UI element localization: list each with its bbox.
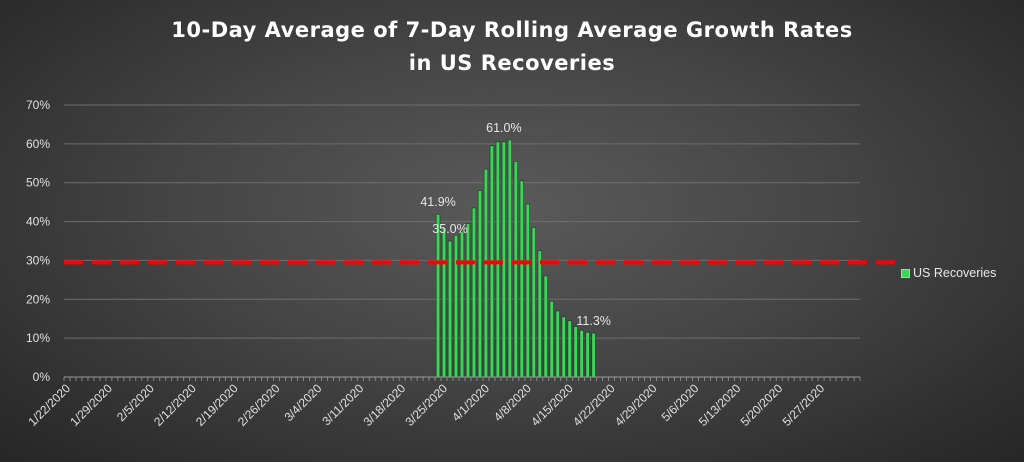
bar [549, 300, 554, 378]
x-tick-label: 3/11/2020 [319, 381, 366, 428]
x-tick-label: 3/18/2020 [361, 381, 409, 429]
x-tick-label: 4/8/2020 [491, 381, 534, 424]
bar [543, 275, 548, 378]
bar [555, 310, 560, 378]
bar [573, 326, 578, 378]
bar [483, 168, 489, 378]
y-tick-label: 50% [26, 176, 50, 190]
bar [531, 227, 536, 378]
x-tick-label: 2/5/2020 [114, 381, 157, 424]
x-tick-label: 5/20/2020 [738, 381, 786, 429]
legend: US Recoveries [901, 266, 996, 280]
bar [585, 332, 590, 378]
data-label: 61.0% [486, 121, 521, 135]
bar [579, 330, 584, 378]
bar [465, 223, 471, 378]
bar [519, 180, 525, 378]
x-tick-label: 3/4/2020 [282, 381, 325, 424]
x-tick-label: 5/27/2020 [780, 381, 828, 429]
bar [459, 230, 465, 378]
y-tick-label: 30% [26, 253, 50, 267]
x-tick-label: 5/13/2020 [696, 381, 744, 429]
x-tick-label: 3/25/2020 [403, 381, 451, 429]
bar [471, 207, 477, 378]
y-tick-label: 20% [26, 292, 50, 306]
legend-label-us-recoveries: US Recoveries [913, 266, 997, 280]
y-tick-label: 10% [26, 331, 50, 345]
data-label: 41.9% [420, 195, 455, 209]
y-tick-label: 40% [26, 215, 50, 229]
bar [447, 240, 453, 378]
x-tick-label: 4/29/2020 [612, 381, 660, 429]
data-label: 35.0% [432, 222, 467, 236]
x-tick-label: 4/22/2020 [570, 381, 618, 429]
bar [441, 227, 447, 378]
bar [495, 141, 501, 378]
x-tick-label: 2/19/2020 [193, 381, 241, 429]
x-tick-label: 5/6/2020 [659, 381, 702, 424]
x-tick-label: 2/26/2020 [235, 381, 283, 429]
x-tick-label: 4/15/2020 [528, 381, 576, 429]
bar [561, 316, 566, 378]
bar [507, 139, 513, 378]
x-tick-label: 1/29/2020 [67, 381, 115, 429]
legend-swatch-us-recoveries [901, 268, 910, 278]
bar [513, 161, 519, 378]
bar [591, 332, 596, 378]
bar [567, 320, 572, 378]
data-label: 11.3% [576, 314, 611, 328]
bar [477, 190, 483, 378]
y-tick-label: 0% [33, 370, 51, 384]
bar [501, 141, 507, 378]
x-tick-label: 1/22/2020 [25, 381, 73, 429]
x-tick-label: 2/12/2020 [151, 381, 199, 429]
bar [453, 234, 459, 378]
x-tick-label: 4/1/2020 [449, 381, 492, 424]
bar [435, 213, 441, 378]
chart-title-line-2: in US Recoveries [408, 51, 616, 75]
chart-title: 10-Day Average of 7-Day Rolling Average … [0, 14, 1024, 80]
bar [525, 203, 530, 378]
chart-title-line-1: 10-Day Average of 7-Day Rolling Average … [171, 18, 853, 42]
bar [537, 250, 542, 378]
y-tick-label: 70% [26, 98, 50, 112]
y-tick-label: 60% [26, 137, 50, 151]
